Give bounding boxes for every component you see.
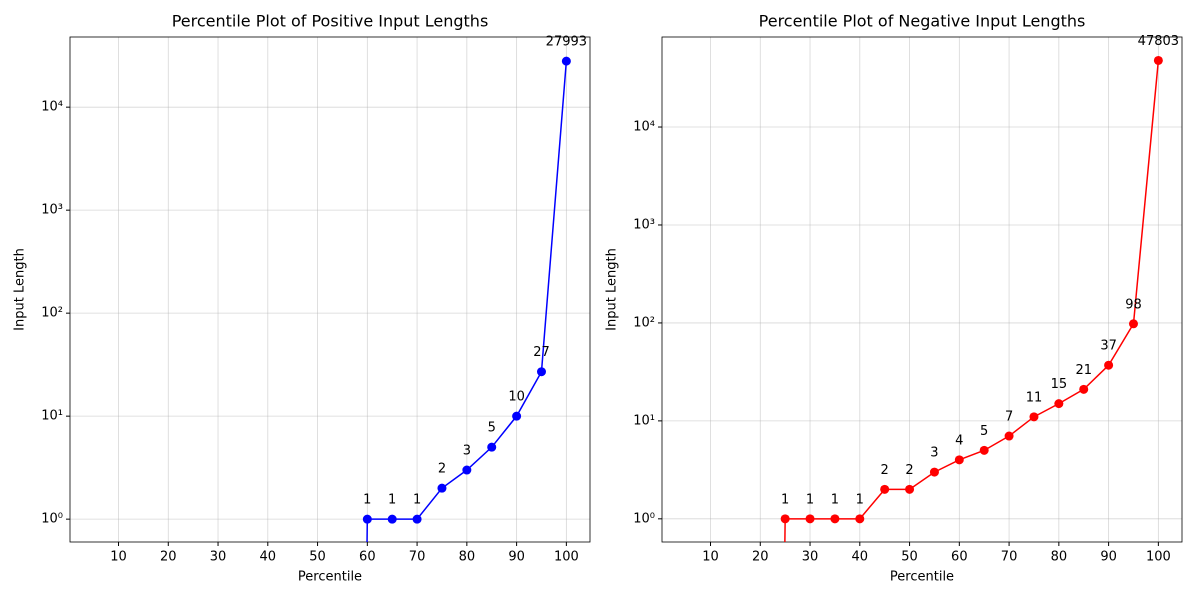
- x-tick-label: 80: [1051, 550, 1068, 565]
- line: [784, 60, 1160, 542]
- marker: [437, 483, 447, 493]
- plot-area: [780, 55, 1163, 542]
- x-axis-label: Percentile: [298, 570, 362, 585]
- x-tick-label: 100: [554, 550, 579, 565]
- marker: [905, 484, 915, 494]
- marker: [462, 465, 472, 475]
- marker: [1153, 55, 1163, 65]
- x-tick-label: 60: [951, 550, 968, 565]
- data-label: 10: [508, 390, 525, 405]
- y-axis-label: Input Length: [605, 248, 620, 331]
- x-axis-label: Percentile: [890, 570, 954, 585]
- marker: [954, 455, 964, 465]
- marker: [1054, 399, 1064, 409]
- data-label: 3: [930, 446, 938, 461]
- data-label: 1: [856, 492, 864, 507]
- x-tick-label: 80: [459, 550, 476, 565]
- y-tick-label: 10⁴: [633, 120, 655, 135]
- data-label: 2: [905, 463, 913, 478]
- y-tick-label: 10²: [41, 306, 63, 321]
- data-label: 98: [1125, 297, 1142, 312]
- marker: [1004, 431, 1014, 441]
- marker: [412, 514, 422, 524]
- data-label: 27: [533, 345, 550, 360]
- data-label: 5: [980, 424, 988, 439]
- marker: [561, 56, 571, 66]
- x-tick-label: 90: [1100, 550, 1117, 565]
- chart-title: Percentile Plot of Negative Input Length…: [759, 12, 1086, 31]
- data-label: 5: [488, 421, 496, 436]
- axes-frame: [69, 36, 591, 543]
- marker: [1029, 412, 1039, 422]
- line: [366, 61, 568, 542]
- marker: [487, 442, 497, 452]
- marker: [387, 514, 397, 524]
- x-tick-label: 20: [752, 550, 769, 565]
- y-tick-label: 10³: [633, 217, 655, 232]
- x-tick-label: 70: [409, 550, 426, 565]
- x-tick-label: 50: [309, 550, 326, 565]
- marker: [979, 445, 989, 455]
- marker: [536, 367, 546, 377]
- data-label: 2: [881, 463, 889, 478]
- data-label: 1: [388, 493, 396, 508]
- data-label: 47803: [1138, 34, 1179, 49]
- data-label: 1: [363, 493, 371, 508]
- marker: [512, 411, 522, 421]
- x-tick-label: 50: [901, 550, 918, 565]
- marker: [1079, 384, 1089, 394]
- data-label: 7: [1005, 410, 1013, 425]
- data-label: 15: [1051, 377, 1068, 392]
- x-tick-label: 40: [260, 550, 277, 565]
- y-tick-label: 10³: [41, 203, 63, 218]
- x-tick-label: 40: [852, 550, 869, 565]
- y-axis-label: Input Length: [13, 248, 28, 331]
- y-tick-label: 10²: [633, 315, 655, 330]
- x-tick-label: 90: [508, 550, 525, 565]
- plot-area: [362, 56, 571, 542]
- data-label: 1: [781, 492, 789, 507]
- marker: [855, 514, 865, 524]
- data-label: 2: [438, 462, 446, 477]
- data-label: 27993: [546, 35, 587, 50]
- marker: [805, 514, 815, 524]
- marker: [362, 514, 372, 524]
- y-tick-label: 10¹: [41, 409, 63, 424]
- x-tick-label: 100: [1146, 550, 1171, 565]
- y-tick-label: 10⁴: [41, 100, 63, 115]
- marker: [830, 514, 840, 524]
- x-tick-label: 10: [702, 550, 719, 565]
- data-label: 37: [1100, 339, 1117, 354]
- x-tick-label: 60: [359, 550, 376, 565]
- data-label: 1: [806, 492, 814, 507]
- subplot: Percentile Plot of Positive Input Length…: [13, 12, 591, 585]
- data-label: 11: [1026, 390, 1043, 405]
- chart-title: Percentile Plot of Positive Input Length…: [172, 12, 489, 31]
- x-tick-label: 70: [1001, 550, 1018, 565]
- marker: [880, 484, 890, 494]
- x-tick-label: 30: [802, 550, 819, 565]
- marker: [780, 514, 790, 524]
- subplot: Percentile Plot of Negative Input Length…: [605, 12, 1183, 585]
- data-label: 4: [955, 433, 963, 448]
- x-tick-label: 30: [210, 550, 227, 565]
- y-tick-label: 10⁰: [633, 511, 655, 526]
- axes-frame: [661, 36, 1183, 543]
- data-label: 3: [463, 444, 471, 459]
- y-tick-label: 10¹: [633, 413, 655, 428]
- data-label: 1: [831, 492, 839, 507]
- marker: [1128, 319, 1138, 329]
- data-label: 21: [1075, 363, 1092, 378]
- marker: [929, 467, 939, 477]
- x-tick-label: 10: [110, 550, 127, 565]
- data-label: 1: [413, 493, 421, 508]
- x-tick-label: 20: [160, 550, 177, 565]
- y-tick-label: 10⁰: [41, 512, 63, 527]
- marker: [1104, 360, 1114, 370]
